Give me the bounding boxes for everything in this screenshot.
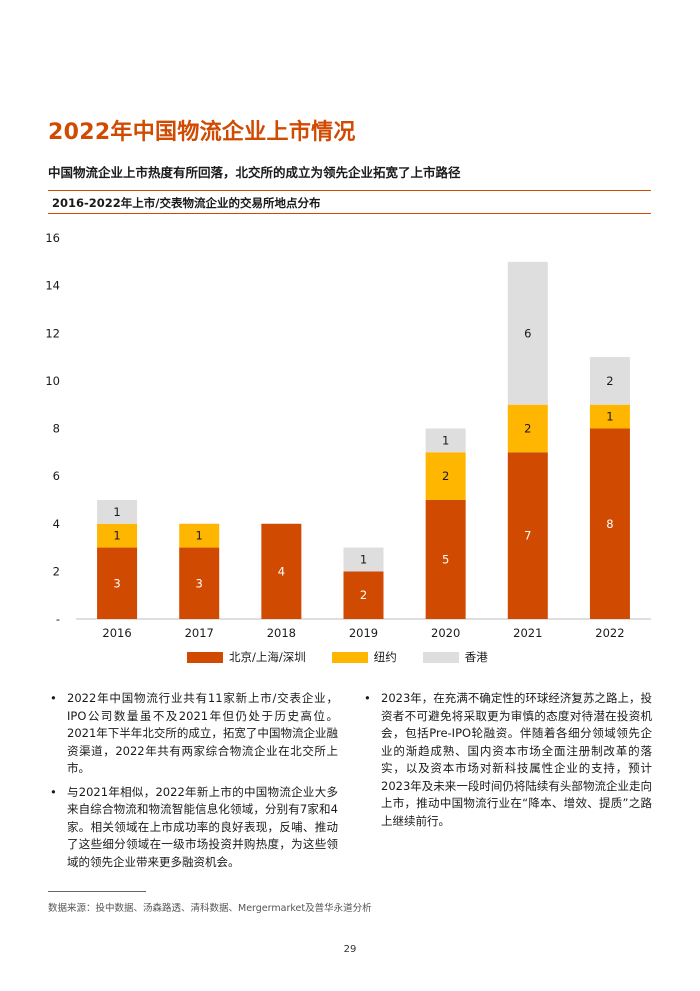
- bullet-item: 与2021年相似，2022年新上市的中国物流企业大多来自综合物流和物流智能信息化…: [48, 784, 338, 872]
- x-tick-label: 2020: [431, 626, 460, 640]
- legend-item-hongkong: 香港: [422, 649, 488, 665]
- bar-segment: [425, 452, 466, 500]
- legend-label-beijing: 北京/上海/深圳: [229, 650, 306, 664]
- bar-segment: [507, 404, 548, 453]
- data-label: 2: [606, 374, 613, 388]
- x-tick-label: 2017: [185, 626, 214, 640]
- bar-segment: [589, 428, 630, 619]
- data-label: 1: [360, 552, 367, 566]
- chart-title: 2016-2022年上市/交表物流企业的交易所地点分布: [52, 196, 321, 210]
- bar-segment: [589, 404, 630, 429]
- x-tick-label: 2016: [102, 626, 131, 640]
- y-tick-label: 10: [45, 374, 60, 388]
- data-label: 3: [113, 576, 120, 590]
- page-title: 2022年中国物流企业上市情况: [48, 120, 356, 145]
- bar-segment: [179, 523, 220, 548]
- bar-segment: [589, 357, 630, 405]
- bar-segment: [507, 261, 548, 405]
- source-note: 数据来源：投中数据、汤森路透、清科数据、Mergermarket及普华永道分析: [48, 903, 372, 914]
- source-divider: [48, 891, 146, 892]
- data-label: 2: [360, 588, 367, 602]
- x-tick-label: 2019: [349, 626, 378, 640]
- bar-segment: [97, 547, 138, 619]
- page-subtitle: 中国物流企业上市热度有所回落，北交所的成立为领先企业拓宽了上市路径: [48, 165, 461, 180]
- bar-segment: [97, 523, 138, 548]
- bar-segment: [425, 499, 466, 619]
- legend-swatch-hongkong: [422, 651, 459, 663]
- chart-legend: 北京/上海/深圳 纽约 香港: [187, 649, 514, 665]
- divider-top: [48, 190, 651, 191]
- y-tick-label: 8: [53, 422, 60, 436]
- y-tick-label: 12: [45, 326, 60, 340]
- x-tick-label: 2021: [513, 626, 542, 640]
- legend-swatch-newyork: [331, 651, 368, 663]
- data-label: 2: [442, 469, 449, 483]
- legend-label-hongkong: 香港: [464, 650, 488, 664]
- data-label: 1: [113, 505, 120, 519]
- y-tick-label: 4: [53, 517, 60, 531]
- page-number: 29: [343, 944, 357, 955]
- bar-segment: [343, 547, 384, 572]
- legend-swatch-beijing: [187, 651, 223, 663]
- data-label: 8: [606, 517, 613, 531]
- data-label: 1: [606, 410, 613, 424]
- y-tick-label: 2: [53, 564, 60, 578]
- right-column: 2023年，在充满不确定性的环球经济复苏之路上，投资者不可避免将采取更为审慎的态…: [362, 690, 652, 836]
- stacked-bar-chart: -246810121416311201631201742018212019521…: [45, 231, 651, 640]
- x-tick-label: 2022: [595, 626, 624, 640]
- legend-item-beijing: 北京/上海/深圳: [187, 649, 306, 665]
- y-tick-label: 6: [53, 469, 60, 483]
- data-label: 6: [524, 326, 531, 340]
- data-label: 5: [442, 552, 449, 566]
- data-label: 4: [278, 564, 285, 578]
- bullet-item: 2022年中国物流行业共有11家新上市/交表企业，IPO公司数量虽不及2021年…: [48, 690, 338, 778]
- x-tick-label: 2018: [267, 626, 296, 640]
- data-label: 1: [113, 529, 120, 543]
- data-label: 3: [196, 576, 203, 590]
- bar-segment: [179, 547, 220, 619]
- data-label: 1: [196, 529, 203, 543]
- left-column: 2022年中国物流行业共有11家新上市/交表企业，IPO公司数量虽不及2021年…: [48, 690, 338, 877]
- data-label: 2: [524, 422, 531, 436]
- y-tick-label: 16: [45, 231, 60, 245]
- data-label: 1: [442, 433, 449, 447]
- divider-bottom: [48, 213, 651, 214]
- bar-segment: [97, 499, 138, 524]
- bar-segment: [507, 452, 548, 619]
- y-tick-label: 14: [45, 279, 60, 293]
- y-tick-label: -: [56, 612, 60, 626]
- bar-segment: [425, 428, 466, 453]
- bar-segment: [261, 523, 302, 619]
- legend-label-newyork: 纽约: [373, 650, 397, 664]
- bar-segment: [343, 571, 384, 619]
- data-label: 7: [524, 529, 531, 543]
- legend-item-newyork: 纽约: [331, 649, 397, 665]
- bullet-item: 2023年，在充满不确定性的环球经济复苏之路上，投资者不可避免将采取更为审慎的态…: [362, 690, 652, 830]
